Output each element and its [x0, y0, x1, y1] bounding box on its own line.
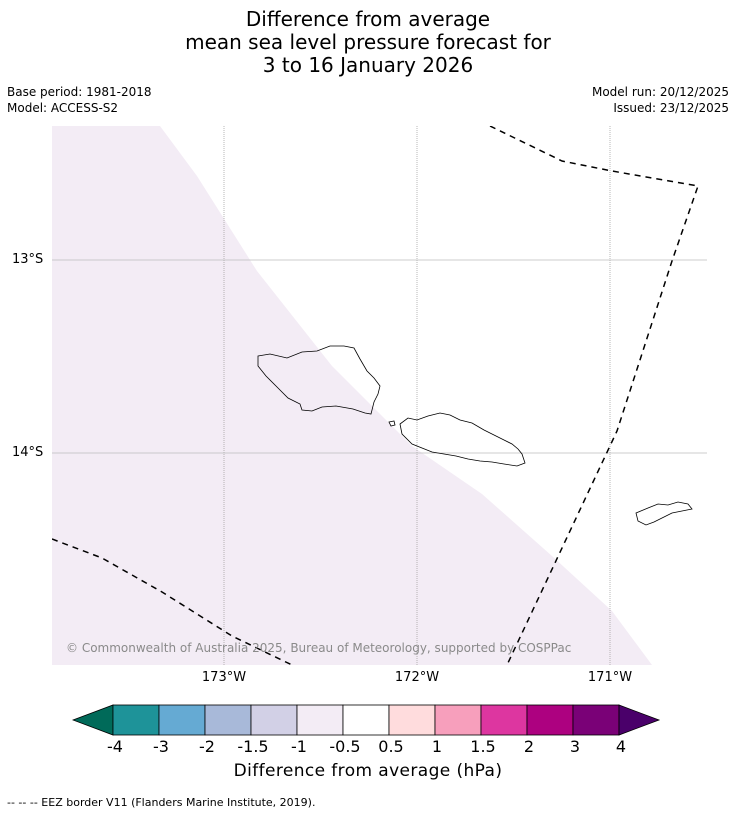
colorbar-bin: [480, 704, 528, 736]
colorbar-bin: [158, 704, 206, 736]
cbar-tick-label: 4: [615, 737, 627, 756]
eez-border-southwest: [52, 538, 293, 665]
title-line-1: Difference from average: [245, 7, 491, 31]
title-line-2: mean sea level pressure forecast for: [185, 30, 551, 54]
colorbar-title: Difference from average (hPa): [233, 761, 503, 781]
gridlines: [52, 126, 707, 665]
meta-left: Base period: 1981-2018 Model: ACCESS-S2: [7, 84, 152, 116]
base-period: Base period: 1981-2018: [7, 85, 152, 99]
coastlines: [257, 345, 693, 526]
colorbar-bin: [296, 704, 344, 736]
cbar-tick-label: -2: [199, 737, 215, 756]
island-manono: [388, 420, 396, 427]
meta-right: Model run: 20/12/2025 Issued: 23/12/2025: [592, 84, 729, 116]
lon-label-171w: 171°W: [587, 670, 633, 685]
eez-borders: [52, 126, 699, 665]
eez-border-east: [489, 126, 699, 665]
map-svg: [52, 126, 707, 665]
cbar-tick-label: 0.5: [378, 737, 404, 756]
colorbar-svg: [71, 704, 661, 736]
cbar-tick-label: -0.5: [329, 737, 361, 756]
colorbar-max-extension: [618, 704, 661, 736]
colorbar-bin: [342, 704, 390, 736]
cbar-tick-label: 2: [523, 737, 535, 756]
model-name: Model: ACCESS-S2: [7, 101, 119, 115]
copyright-notice: © Commonwealth of Australia 2025, Bureau…: [66, 641, 572, 655]
map-panel: [52, 126, 707, 665]
colorbar-bin: [388, 704, 436, 736]
anomaly-shade-region: [52, 126, 652, 665]
cbar-tick-label: -4: [107, 737, 123, 756]
cbar-tick-label: -3: [153, 737, 169, 756]
chart-title: Difference from average mean sea level p…: [0, 8, 736, 77]
eez-legend-footer: -- -- -- EEZ border V11 (Flanders Marine…: [7, 796, 316, 809]
cbar-tick-label: -1.5: [237, 737, 269, 756]
issued-date: Issued: 23/12/2025: [613, 101, 729, 115]
colorbar-bin: [434, 704, 482, 736]
lon-label-173w: 173°W: [201, 670, 247, 685]
colorbar-bin: [250, 704, 298, 736]
model-run: Model run: 20/12/2025: [591, 85, 729, 99]
cbar-tick-label: -1: [291, 737, 307, 756]
colorbar-bin: [204, 704, 252, 736]
colorbar-bin: [112, 704, 160, 736]
colorbar-bin: [572, 704, 620, 736]
cbar-tick-label: 3: [569, 737, 581, 756]
colorbar-bin: [526, 704, 574, 736]
island-upolu: [399, 412, 526, 467]
lat-label-14s: 14°S: [12, 445, 44, 460]
lat-label-13s: 13°S: [12, 252, 44, 267]
cbar-tick-label: 1: [431, 737, 443, 756]
cbar-tick-label: 1.5: [470, 737, 496, 756]
island-tutuila: [635, 501, 693, 526]
title-line-3: 3 to 16 January 2026: [262, 53, 474, 77]
lon-label-172w: 172°W: [394, 670, 440, 685]
island-savaii: [257, 345, 381, 415]
colorbar: [71, 704, 664, 740]
colorbar-min-extension: [71, 704, 114, 736]
